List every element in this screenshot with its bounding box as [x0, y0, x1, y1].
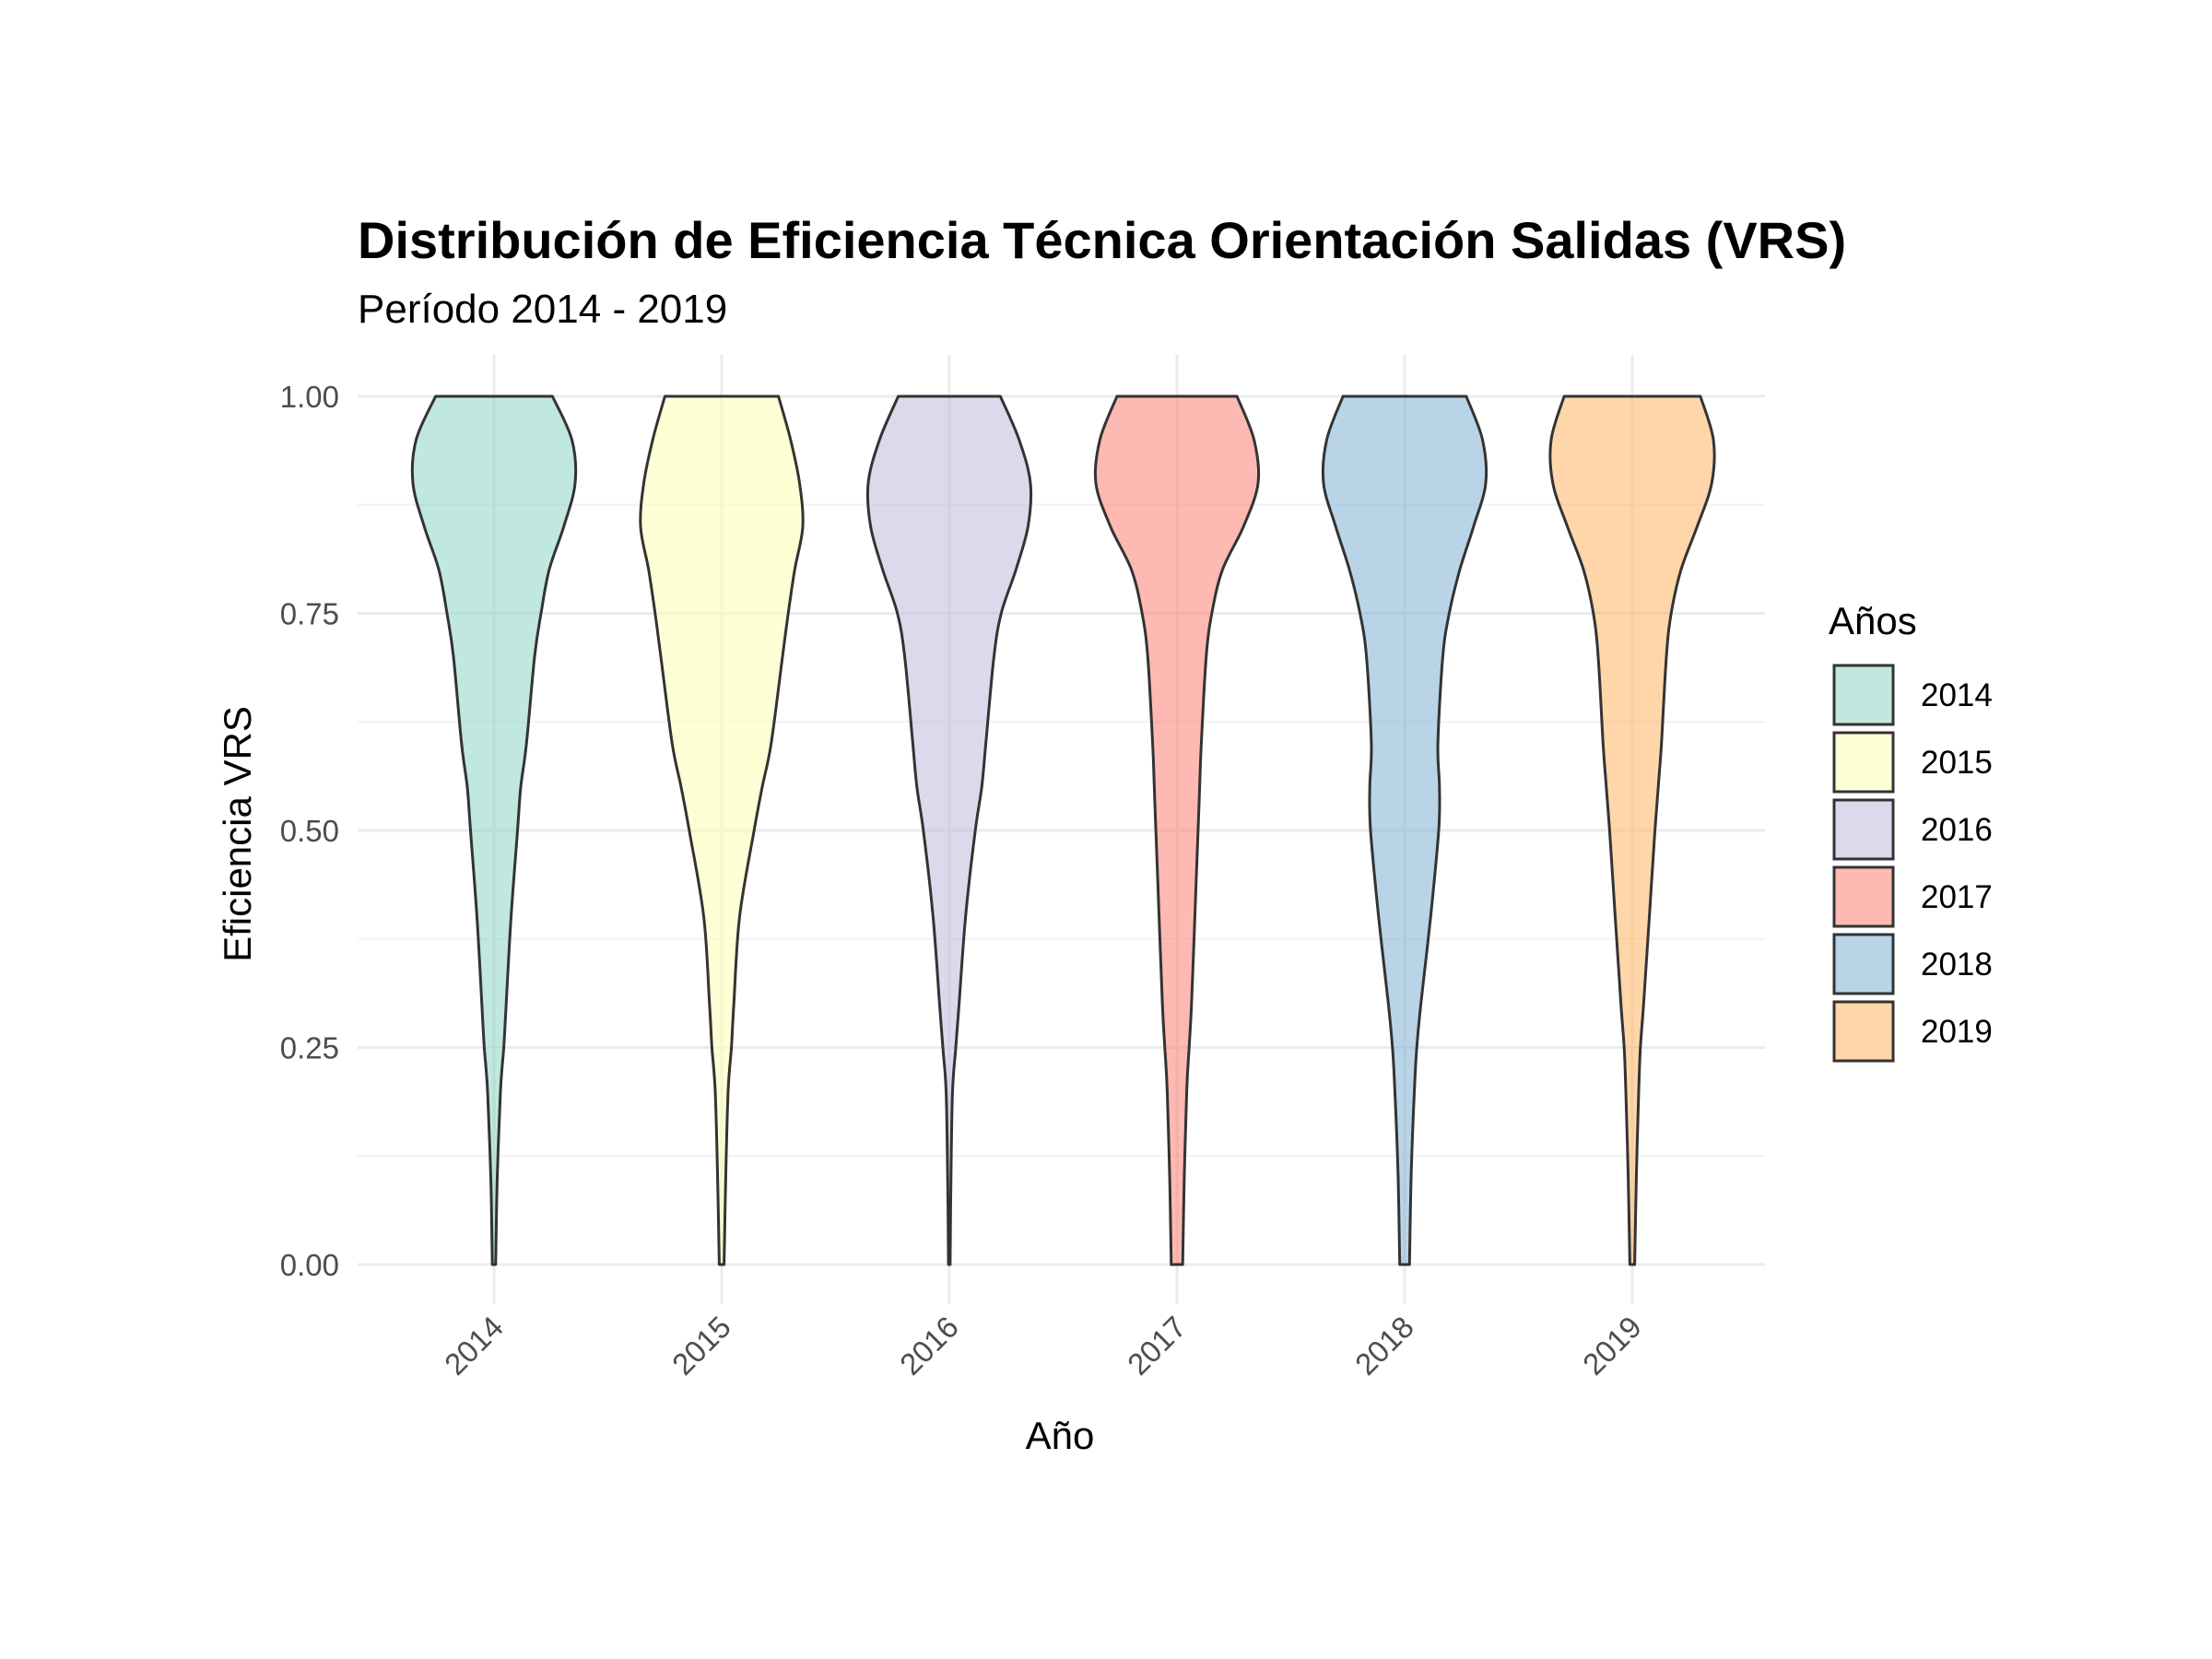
legend-label: 2019: [1921, 1014, 1993, 1050]
y-tick-label: 0.00: [280, 1248, 339, 1282]
legend-key-2016: [1832, 798, 1895, 861]
legend-key-2014: [1832, 664, 1895, 726]
y-tick-label: 0.50: [280, 814, 339, 848]
y-axis-ticks: 0.00 0.25 0.50 0.75 1.00: [280, 380, 339, 1282]
y-tick-label: 1.00: [280, 380, 339, 414]
violin-2018: [1321, 394, 1488, 1266]
violin-2015: [639, 394, 805, 1266]
violins: [410, 394, 1716, 1266]
y-tick-label: 0.75: [280, 597, 339, 631]
violin-2019: [1548, 394, 1716, 1266]
legend-key-2015: [1832, 731, 1895, 794]
legend: Años 2014 2015 2016 2017 2018 2019: [1829, 599, 1993, 1063]
legend-key-2017: [1832, 865, 1895, 928]
legend-title: Años: [1829, 599, 1917, 642]
y-axis-title: Eficiencia VRS: [216, 706, 259, 962]
chart-subtitle: Período 2014 - 2019: [358, 287, 727, 332]
x-axis-title: Año: [1026, 1414, 1095, 1457]
y-tick-label: 0.25: [280, 1031, 339, 1065]
violin-2017: [1093, 394, 1261, 1266]
violin-2014: [410, 394, 578, 1266]
legend-label: 2017: [1921, 879, 1993, 915]
legend-label: 2015: [1921, 745, 1993, 781]
chart-title: Distribución de Eficiencia Técnica Orien…: [358, 211, 1846, 269]
violin-2016: [865, 394, 1033, 1266]
legend-key-2019: [1832, 1000, 1895, 1063]
legend-key-2018: [1832, 933, 1895, 995]
legend-label: 2018: [1921, 947, 1993, 982]
legend-entries: 2014 2015 2016 2017 2018 2019: [1832, 664, 1993, 1063]
legend-label: 2016: [1921, 812, 1993, 848]
legend-label: 2014: [1921, 677, 1993, 713]
